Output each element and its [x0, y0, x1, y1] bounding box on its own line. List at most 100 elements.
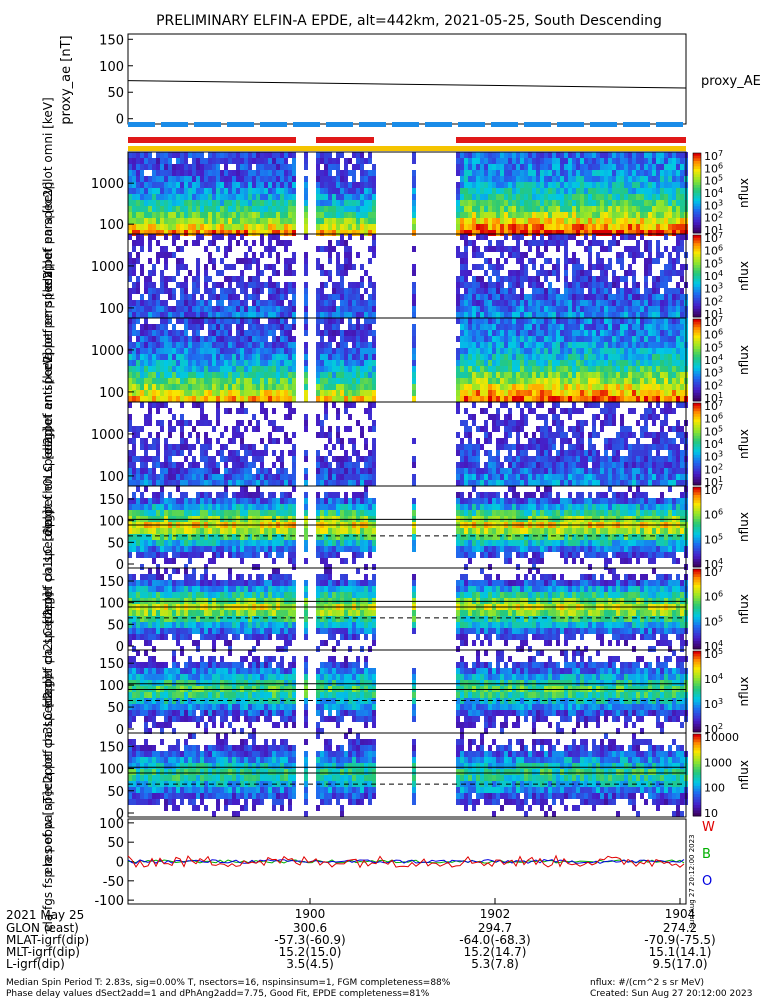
spectrogram-cell: [232, 468, 236, 474]
spectrogram-cell: [356, 348, 360, 354]
spectrogram-cell: [492, 324, 496, 330]
spectrogram-cell: [160, 372, 164, 378]
spectrogram-cell: [176, 300, 180, 306]
spectrogram-cell: [516, 230, 520, 236]
spectrogram-cell: [548, 240, 552, 246]
spectrogram-cell: [492, 270, 496, 276]
spectrogram-cell: [500, 318, 504, 324]
spectrogram-cell: [492, 224, 496, 230]
spectrogram-cell: [128, 212, 132, 218]
spectrogram-cell: [204, 378, 208, 384]
spectrogram-cell: [468, 348, 472, 354]
spectrogram-cell: [128, 230, 132, 236]
spectrogram-cell: [492, 318, 496, 324]
spectrogram-cell: [260, 206, 264, 212]
spectrogram-cell: [228, 152, 232, 158]
spectrogram-cell: [248, 336, 252, 342]
spectrogram-cell: [164, 312, 168, 318]
colorbar-segment: [693, 270, 701, 274]
spectrogram-cell: [676, 224, 680, 230]
spectrogram-cell: [140, 468, 144, 474]
spectrogram-cell: [316, 176, 320, 182]
spectrogram-cell: [244, 170, 248, 176]
spectrogram-cell: [136, 384, 140, 390]
spectrogram-cell: [468, 270, 472, 276]
spectrogram-cell: [136, 176, 140, 182]
spectrogram-cell: [516, 324, 520, 330]
spectrogram-cell: [356, 468, 360, 474]
spectrogram-cell: [320, 318, 324, 324]
spectrogram-cell: [256, 324, 260, 330]
spectrogram-cell: [276, 456, 280, 462]
spectrogram-cell: [272, 176, 276, 182]
spectrogram-cell: [492, 206, 496, 212]
spectrogram-cell: [216, 402, 220, 408]
spectrogram-cell: [176, 474, 180, 480]
spectrogram-cell: [460, 200, 464, 206]
spectrogram-cell: [632, 324, 636, 330]
spectrogram-cell: [336, 164, 340, 170]
spectrogram-cell: [256, 164, 260, 170]
spectrogram-cell: [372, 252, 376, 258]
spectrogram-cell: [520, 276, 524, 282]
spectrogram-cell: [656, 230, 660, 236]
spectrogram-cell: [472, 252, 476, 258]
spectrogram-cell: [492, 194, 496, 200]
spectrogram-cell: [156, 432, 160, 438]
spectrogram-cell: [624, 324, 628, 330]
spectrogram-cell: [140, 164, 144, 170]
spectrogram-cell: [476, 234, 480, 240]
proxy-ae-tick-label: 0: [116, 113, 124, 128]
spectrogram-cell: [244, 176, 248, 182]
spectrogram-cell: [544, 348, 548, 354]
spectrogram-cell: [588, 230, 592, 236]
spectrogram-cell: [248, 294, 252, 300]
spectrogram-cell: [468, 366, 472, 372]
spectrogram-cell: [544, 294, 548, 300]
spectrogram-cell: [352, 372, 356, 378]
spectrogram-cell: [176, 152, 180, 158]
spectrogram-cell: [256, 330, 260, 336]
spectrogram-cell: [252, 282, 256, 288]
spectrogram-cell: [456, 312, 460, 318]
spectrogram-cell: [412, 384, 416, 390]
spectrogram-cell: [360, 366, 364, 372]
spectrogram-cell: [580, 288, 584, 294]
spectrogram-cell: [484, 354, 488, 360]
spectrogram-cell: [260, 462, 264, 468]
spectrogram-cell: [464, 348, 468, 354]
spectrogram-cell: [284, 206, 288, 212]
spectrogram-cell: [568, 182, 572, 188]
spectrogram-cell: [320, 158, 324, 164]
spectrogram-cell: [344, 200, 348, 206]
spectrogram-cell: [332, 182, 336, 188]
spectrogram-cell: [528, 188, 532, 194]
spectrogram-cell: [460, 176, 464, 182]
spectrogram-cell: [212, 230, 216, 236]
spectrogram-cell: [288, 300, 292, 306]
spectrogram-cell: [232, 234, 236, 240]
spectrogram-cell: [368, 378, 372, 384]
spectrogram-cell: [516, 240, 520, 246]
spectrogram-cell: [168, 480, 172, 486]
spectrogram-cell: [460, 152, 464, 158]
spectrogram-cell: [188, 468, 192, 474]
spectrogram-cell: [456, 252, 460, 258]
spectrogram-cell: [148, 480, 152, 486]
spectrogram-cell: [232, 426, 236, 432]
spectrogram-cell: [512, 218, 516, 224]
spectrogram-cell: [264, 230, 268, 236]
spectrogram-cell: [328, 158, 332, 164]
spectrogram-cell: [456, 396, 460, 402]
spectrogram-cell: [236, 480, 240, 486]
spectrogram-cell: [164, 258, 168, 264]
spectrogram-cell: [552, 312, 556, 318]
spectrogram-cell: [248, 324, 252, 330]
spectrogram-cell: [272, 300, 276, 306]
spectrogram-cell: [480, 306, 484, 312]
spectrogram-cell: [172, 450, 176, 456]
spectrogram-cell: [284, 170, 288, 176]
spectrogram-cell: [320, 390, 324, 396]
spectrogram-cell: [264, 480, 268, 486]
